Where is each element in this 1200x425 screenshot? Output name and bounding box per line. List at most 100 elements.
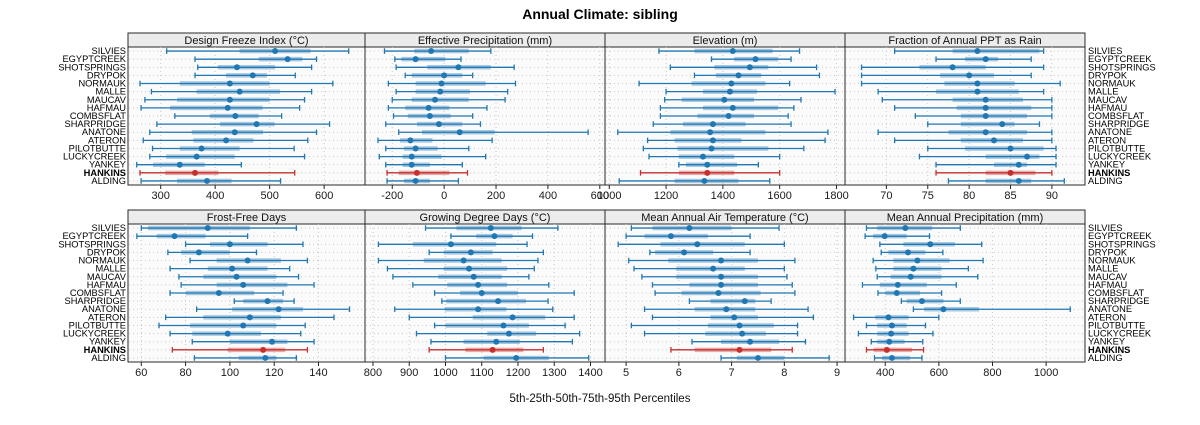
x-tick-label: 75 [922, 190, 934, 202]
row-malle-elevation-m [665, 88, 836, 95]
site-label-hafmau: HAFMAU [1088, 280, 1127, 290]
site-label-yankey: YANKEY [1088, 337, 1125, 347]
median-dot [408, 153, 415, 160]
row-luckycreek-elevation-m [648, 153, 781, 160]
median-dot [718, 281, 725, 288]
x-tick-label: 0 [441, 190, 447, 202]
median-dot [268, 338, 275, 345]
median-dot [284, 56, 291, 63]
median-dot [505, 330, 512, 337]
row-yankey-growing-degree-days-c [430, 338, 574, 345]
median-dot [708, 145, 715, 152]
row-normauk-fraction-of-annual-ppt-as-rain [860, 80, 1061, 87]
site-label-malle: MALLE [1088, 87, 1119, 97]
row-hankins-growing-degree-days-c [428, 346, 545, 353]
median-dot [754, 354, 761, 361]
median-dot [215, 290, 222, 296]
panel-frost-free-days: Frost-Free Days 60 80 100 120 140 [127, 209, 366, 379]
row-malle-design-freeze-index-c [150, 88, 313, 95]
panel-elevation-m: Elevation (m) 1000 1200 1400 1600 1800 [597, 32, 849, 202]
median-dot [236, 88, 243, 95]
x-tick-label: 800 [364, 367, 382, 379]
x-tick-label: 1300 [542, 367, 566, 379]
median-dot [478, 290, 485, 296]
panel-x-axis: 5 6 7 8 9 [623, 362, 840, 379]
site-label-shotsprings: SHOTSPRINGS [1088, 239, 1156, 249]
panel-growing-degree-days-c: Growing Degree Days (°C) 800 900 1000 1100 12… [364, 209, 606, 379]
median-dot [233, 64, 240, 71]
row-hafmau-elevation-m [659, 104, 795, 111]
panel-strip-title: Fraction of Annual PPT as Rain [888, 35, 1041, 47]
site-label-pilotbutte: PILOTBUTTE [69, 320, 126, 330]
median-dot [982, 104, 989, 111]
site-label-shotsprings: SHOTSPRINGS [58, 62, 126, 72]
site-label-ateron: ATERON [88, 135, 126, 145]
row-combsflat-design-freeze-index-c [174, 113, 283, 119]
site-label-silvies: SILVIES [1088, 46, 1122, 56]
panel-design-freeze-index-c: Design Freeze Index (°C) 300 400 500 600 [127, 32, 366, 202]
row-silvies-growing-degree-days-c [424, 225, 559, 232]
median-dot [709, 121, 716, 128]
median-dot [888, 330, 895, 337]
site-label-combsflat: COMBSFLAT [1088, 288, 1144, 298]
median-dot [460, 257, 467, 264]
median-dot [229, 265, 236, 272]
median-dot [990, 137, 997, 144]
row-normauk-design-freeze-index-c [139, 80, 334, 87]
row-combsflat-frost-free-days [169, 290, 284, 296]
site-label-drypok: DRYPOK [1088, 70, 1128, 80]
row-shotsprings-design-freeze-index-c [197, 64, 313, 71]
x-tick-label: 100 [221, 367, 239, 379]
site-label-ateron: ATERON [1088, 135, 1126, 145]
x-tick-label: 85 [1004, 190, 1016, 202]
median-dot [982, 56, 989, 63]
median-dot [226, 96, 233, 103]
site-label-yankey: YANKEY [1088, 160, 1125, 170]
median-dot [701, 177, 708, 184]
median-dot [974, 88, 981, 95]
row-combsflat-mean-annual-precipitation-mm [877, 290, 943, 296]
row-silvies-elevation-m [658, 48, 801, 55]
median-dot [885, 314, 892, 321]
median-dot [902, 225, 909, 232]
site-label-normauk: NORMAUK [1088, 256, 1136, 266]
x-tick-label: 80 [963, 190, 975, 202]
x-tick-label: -200 [381, 190, 403, 202]
median-dot [432, 96, 439, 103]
site-label-malle: MALLE [1088, 264, 1119, 274]
median-dot [736, 346, 743, 353]
site-label-luckycreek: LUCKYCREEK [63, 329, 127, 339]
median-dot [974, 80, 981, 87]
row-yankey-effective-precipitation-mm [385, 161, 463, 168]
row-silvies-mean-annual-air-temperature-c [630, 225, 780, 232]
row-maucav-growing-degree-days-c [392, 273, 530, 280]
site-label-sharpridge: SHARPRIDGE [65, 119, 126, 129]
x-tick-label: 9 [834, 367, 840, 379]
median-dot [489, 346, 496, 353]
row-maucav-frost-free-days [178, 273, 300, 280]
median-dot [718, 257, 725, 264]
site-label-sharpridge: SHARPRIDGE [1088, 296, 1149, 306]
median-dot [264, 298, 271, 305]
row-shotsprings-fraction-of-annual-ppt-as-rain [860, 64, 1045, 71]
row-sharpridge-design-freeze-index-c [156, 121, 331, 128]
row-ateron-mean-annual-precipitation-mm [852, 314, 940, 321]
x-tick-label: 200 [487, 190, 505, 202]
row-shotsprings-growing-degree-days-c [377, 241, 528, 248]
x-tick-label: 1100 [470, 367, 494, 379]
row-hafmau-growing-degree-days-c [412, 281, 550, 288]
site-label-normauk: NORMAUK [78, 256, 126, 266]
median-dot [718, 273, 725, 280]
median-dot [224, 330, 231, 337]
row-ateron-elevation-m [646, 137, 826, 144]
row-silvies-effective-precipitation-mm [383, 48, 492, 55]
row-combsflat-fraction-of-annual-ppt-as-rain [914, 113, 1053, 119]
median-dot [272, 48, 279, 55]
row-pilotbutte-elevation-m [642, 145, 805, 152]
median-dot [193, 153, 200, 160]
median-dot [198, 145, 205, 152]
row-drypok-effective-precipitation-mm [404, 72, 474, 79]
x-tick-label: 8 [781, 367, 787, 379]
median-dot [949, 64, 956, 71]
row-anatone-mean-annual-air-temperature-c [643, 306, 809, 313]
